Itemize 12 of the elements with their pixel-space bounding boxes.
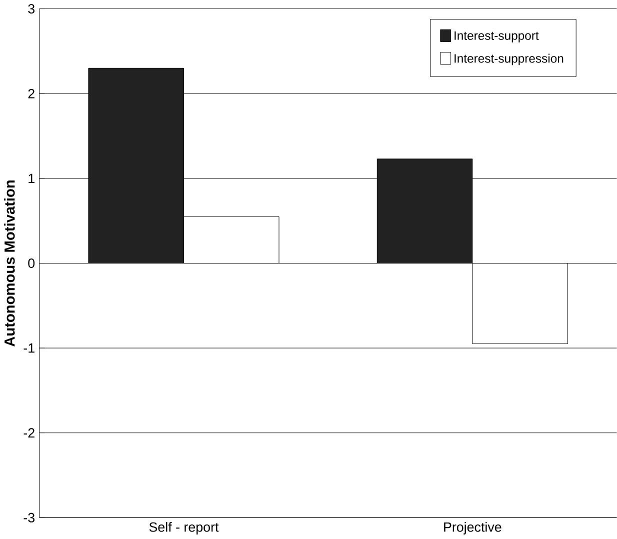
y-tick-label: 1 — [28, 174, 34, 184]
x-tick-label: Projective — [444, 522, 502, 535]
y-tick-label: 0 — [28, 258, 35, 268]
y-axis-title: Autonomous Motivation — [4, 180, 15, 347]
x-tick-label: Self - report — [149, 522, 219, 535]
y-tick-label: -3 — [24, 513, 34, 523]
y-tick-label: -2 — [24, 428, 34, 438]
y-tick-label: -1 — [24, 344, 34, 353]
legend-label: Interest-support — [454, 32, 539, 43]
y-tick-label: 3 — [28, 4, 34, 14]
legend-label: Interest-suppression — [454, 54, 564, 66]
y-tick-label: 2 — [28, 89, 34, 99]
